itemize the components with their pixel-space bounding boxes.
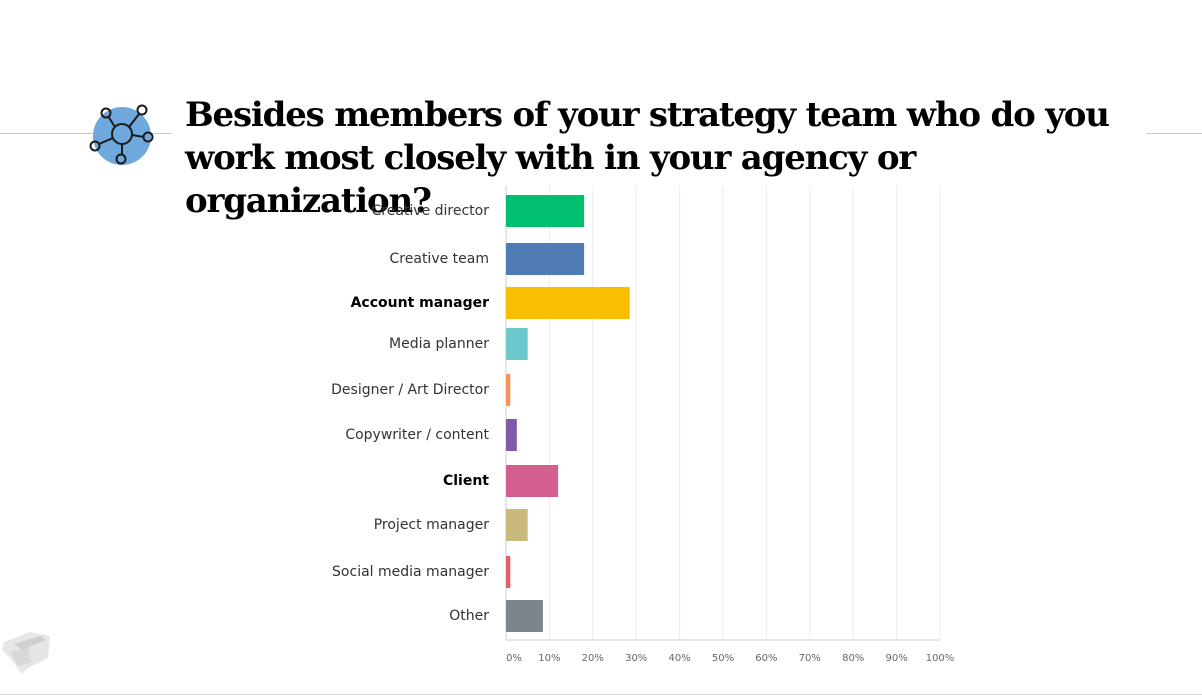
category-label: Media planner — [389, 336, 489, 352]
x-tick-label: 70% — [799, 653, 821, 664]
x-tick-label: 0% — [506, 653, 522, 664]
bar — [506, 600, 543, 632]
x-tick-label: 60% — [755, 653, 777, 664]
bar — [506, 243, 585, 275]
bar — [506, 195, 585, 227]
x-tick-label: 100% — [926, 653, 955, 664]
bar — [506, 509, 528, 541]
category-label: Client — [442, 473, 489, 489]
logo-icon — [2, 632, 50, 674]
x-tick-label: 30% — [625, 653, 647, 664]
category-label: Creative director — [371, 203, 490, 219]
x-tick-label: 10% — [538, 653, 560, 664]
category-label: Designer / Art Director — [331, 382, 489, 398]
x-tick-label: 80% — [842, 653, 864, 664]
bar — [506, 374, 511, 406]
x-tick-label: 20% — [582, 653, 604, 664]
category-label: Account manager — [350, 295, 489, 311]
x-tick-label: 40% — [668, 653, 690, 664]
footer-rule — [0, 694, 1202, 695]
category-label: Social media manager — [332, 564, 489, 580]
category-label: Project manager — [373, 517, 489, 533]
category-label: Other — [449, 608, 489, 624]
category-label: Copywriter / content — [345, 427, 489, 443]
category-label: Creative team — [389, 251, 489, 267]
header-rule-left — [0, 133, 172, 134]
network-icon — [89, 104, 154, 165]
bar — [506, 556, 511, 588]
slide-title: Besides members of your strategy team wh… — [185, 95, 1110, 221]
bar-chart: 0% 10% 20% 30% 40% 50% 60% 70% 80% 90% 100% — [505, 186, 955, 664]
bar — [506, 465, 559, 497]
bar — [506, 419, 517, 451]
header-rule-right — [1146, 133, 1202, 134]
bar — [506, 287, 630, 319]
x-tick-label: 90% — [885, 653, 907, 664]
bar — [506, 328, 528, 360]
x-tick-label: 50% — [712, 653, 734, 664]
